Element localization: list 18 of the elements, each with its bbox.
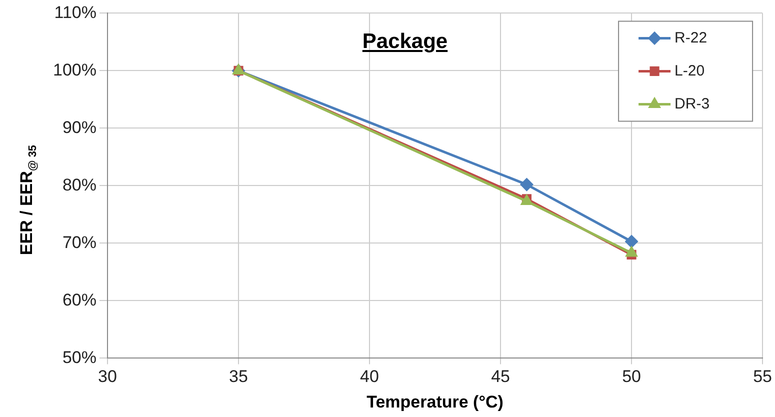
legend-label: DR-3 (674, 95, 710, 112)
x-tick-label: 30 (98, 367, 117, 386)
y-tick-label: 60% (62, 290, 96, 310)
y-tick-label: 90% (62, 118, 96, 137)
x-axis-title: Temperature (°C) (366, 392, 504, 412)
x-tick-label: 45 (491, 367, 510, 386)
y-tick-label: 100% (52, 60, 96, 80)
text: Package (362, 30, 448, 54)
y-tick-label: 50% (62, 348, 96, 367)
x-tick-label: 40 (360, 367, 379, 386)
x-tick-label: 35 (229, 367, 248, 386)
x-tick-label: 55 (753, 367, 772, 386)
y-tick-label: 70% (62, 232, 96, 252)
x-tick-label: 50 (622, 367, 641, 386)
y-tick-label: 80% (62, 175, 96, 194)
y-tick-label: 110% (54, 2, 96, 22)
legend-label: R-22 (674, 29, 708, 46)
legend-label: L-20 (674, 62, 705, 80)
